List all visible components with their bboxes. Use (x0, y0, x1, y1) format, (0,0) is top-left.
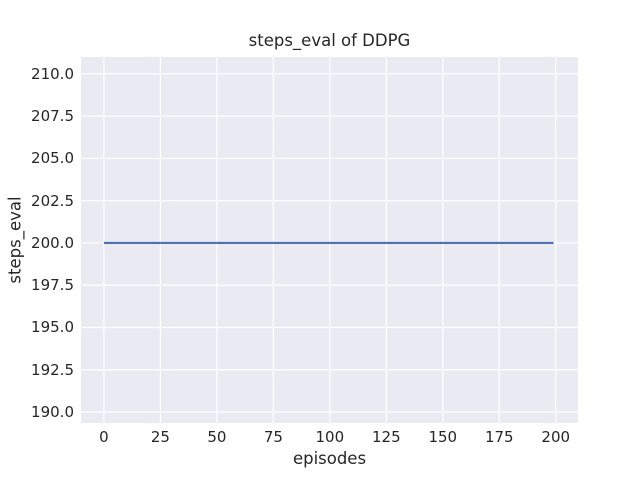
y-tick-label: 210.0 (31, 64, 74, 83)
x-tick-label: 25 (150, 428, 170, 446)
x-tick-label: 50 (207, 428, 227, 446)
x-tick-label: 125 (371, 428, 401, 446)
y-tick-label: 207.5 (31, 107, 74, 126)
y-tick-label: 190.0 (31, 403, 74, 421)
y-tick-label: 200.0 (31, 233, 74, 252)
x-tick-label: 100 (315, 428, 345, 446)
y-tick-label: 192.5 (31, 360, 74, 379)
x-tick-label: 0 (99, 428, 109, 446)
x-tick-label: 200 (541, 428, 571, 446)
y-tick-label: 197.5 (31, 276, 74, 295)
y-tick-label: 205.0 (31, 149, 74, 168)
x-tick-label: 150 (428, 428, 458, 446)
y-tick-label: 202.5 (31, 191, 74, 210)
y-tick-label: 195.0 (31, 318, 74, 337)
x-tick-label: 75 (263, 428, 283, 446)
x-axis-label: episodes (292, 449, 367, 468)
chart-title: steps_eval of DDPG (248, 31, 411, 50)
x-tick-label: 175 (484, 428, 514, 446)
